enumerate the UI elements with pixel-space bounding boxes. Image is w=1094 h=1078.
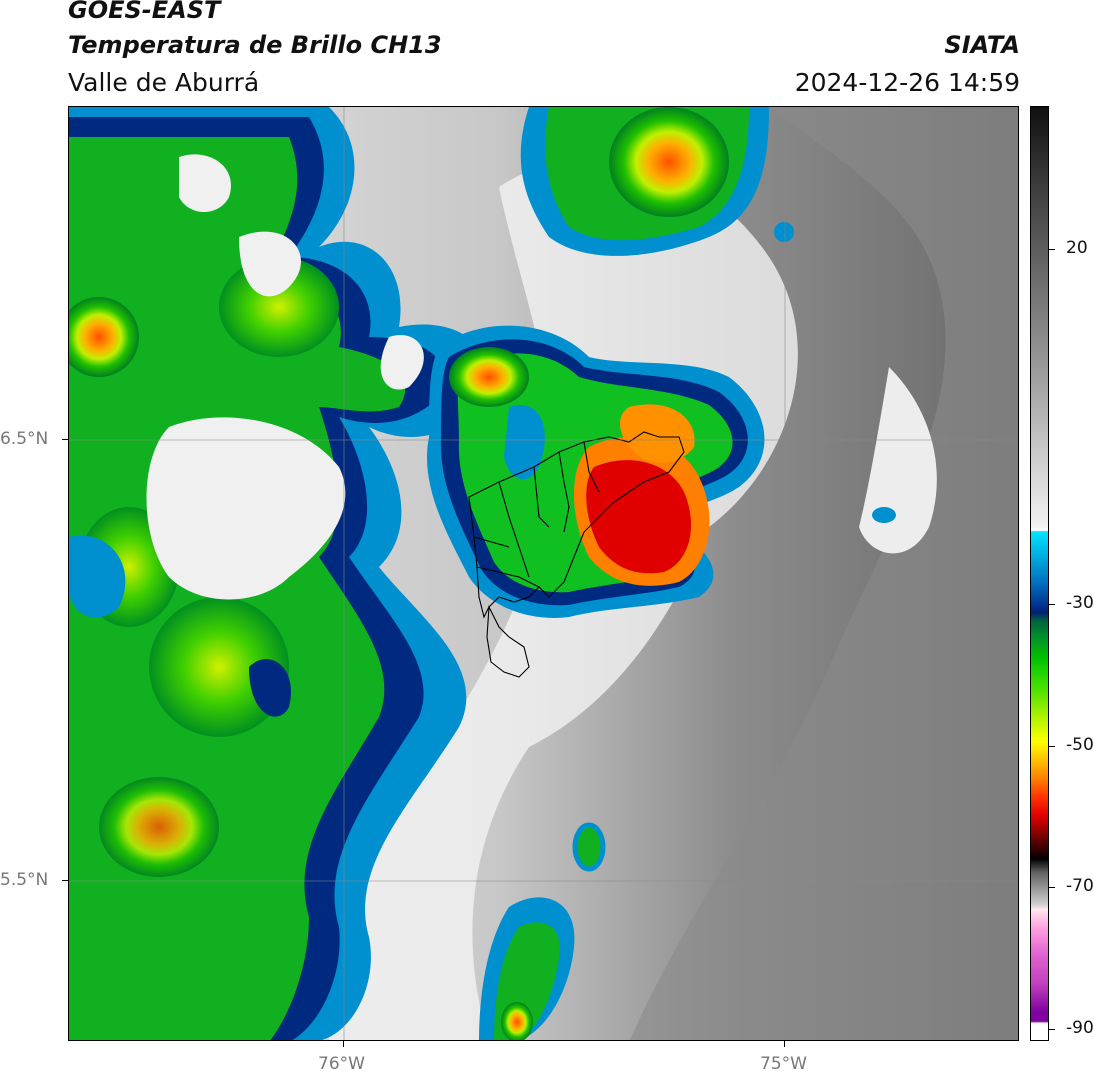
satellite-map [68,106,1019,1041]
lon-tick [343,1041,344,1047]
lat-tick [62,880,68,881]
region-label: Valle de Aburrá [68,68,260,97]
colorbar-label: -30 [1066,593,1094,613]
brightness-temperature-image [69,107,1018,1040]
colorbar-label: -90 [1066,1018,1094,1038]
colorbar-tick [1049,1029,1055,1030]
lon-label-76w: 76°W [318,1054,365,1074]
lon-tick [784,1041,785,1047]
organization-label: SIATA [944,31,1020,59]
colorbar-label: -50 [1066,735,1094,755]
colorbar-tick [1049,604,1055,605]
colorbar-label: -70 [1066,876,1094,896]
colorbar-label: 20 [1066,238,1088,258]
temperature-colorbar [1030,106,1049,1041]
satellite-title: GOES-EAST [68,0,221,24]
lat-label-5-5n: 5.5°N [0,870,49,890]
graticule [69,107,1018,1040]
colorbar-tick [1049,249,1055,250]
lat-tick [62,439,68,440]
lat-label-6-5n: 6.5°N [0,429,49,449]
timestamp-label: 2024-12-26 14:59 [794,68,1020,97]
valle-de-aburra-boundary [468,431,685,678]
product-title: Temperatura de Brillo CH13 [68,31,442,59]
colorbar-tick [1049,746,1055,747]
lon-label-75w: 75°W [760,1054,807,1074]
colorbar-tick [1049,887,1055,888]
